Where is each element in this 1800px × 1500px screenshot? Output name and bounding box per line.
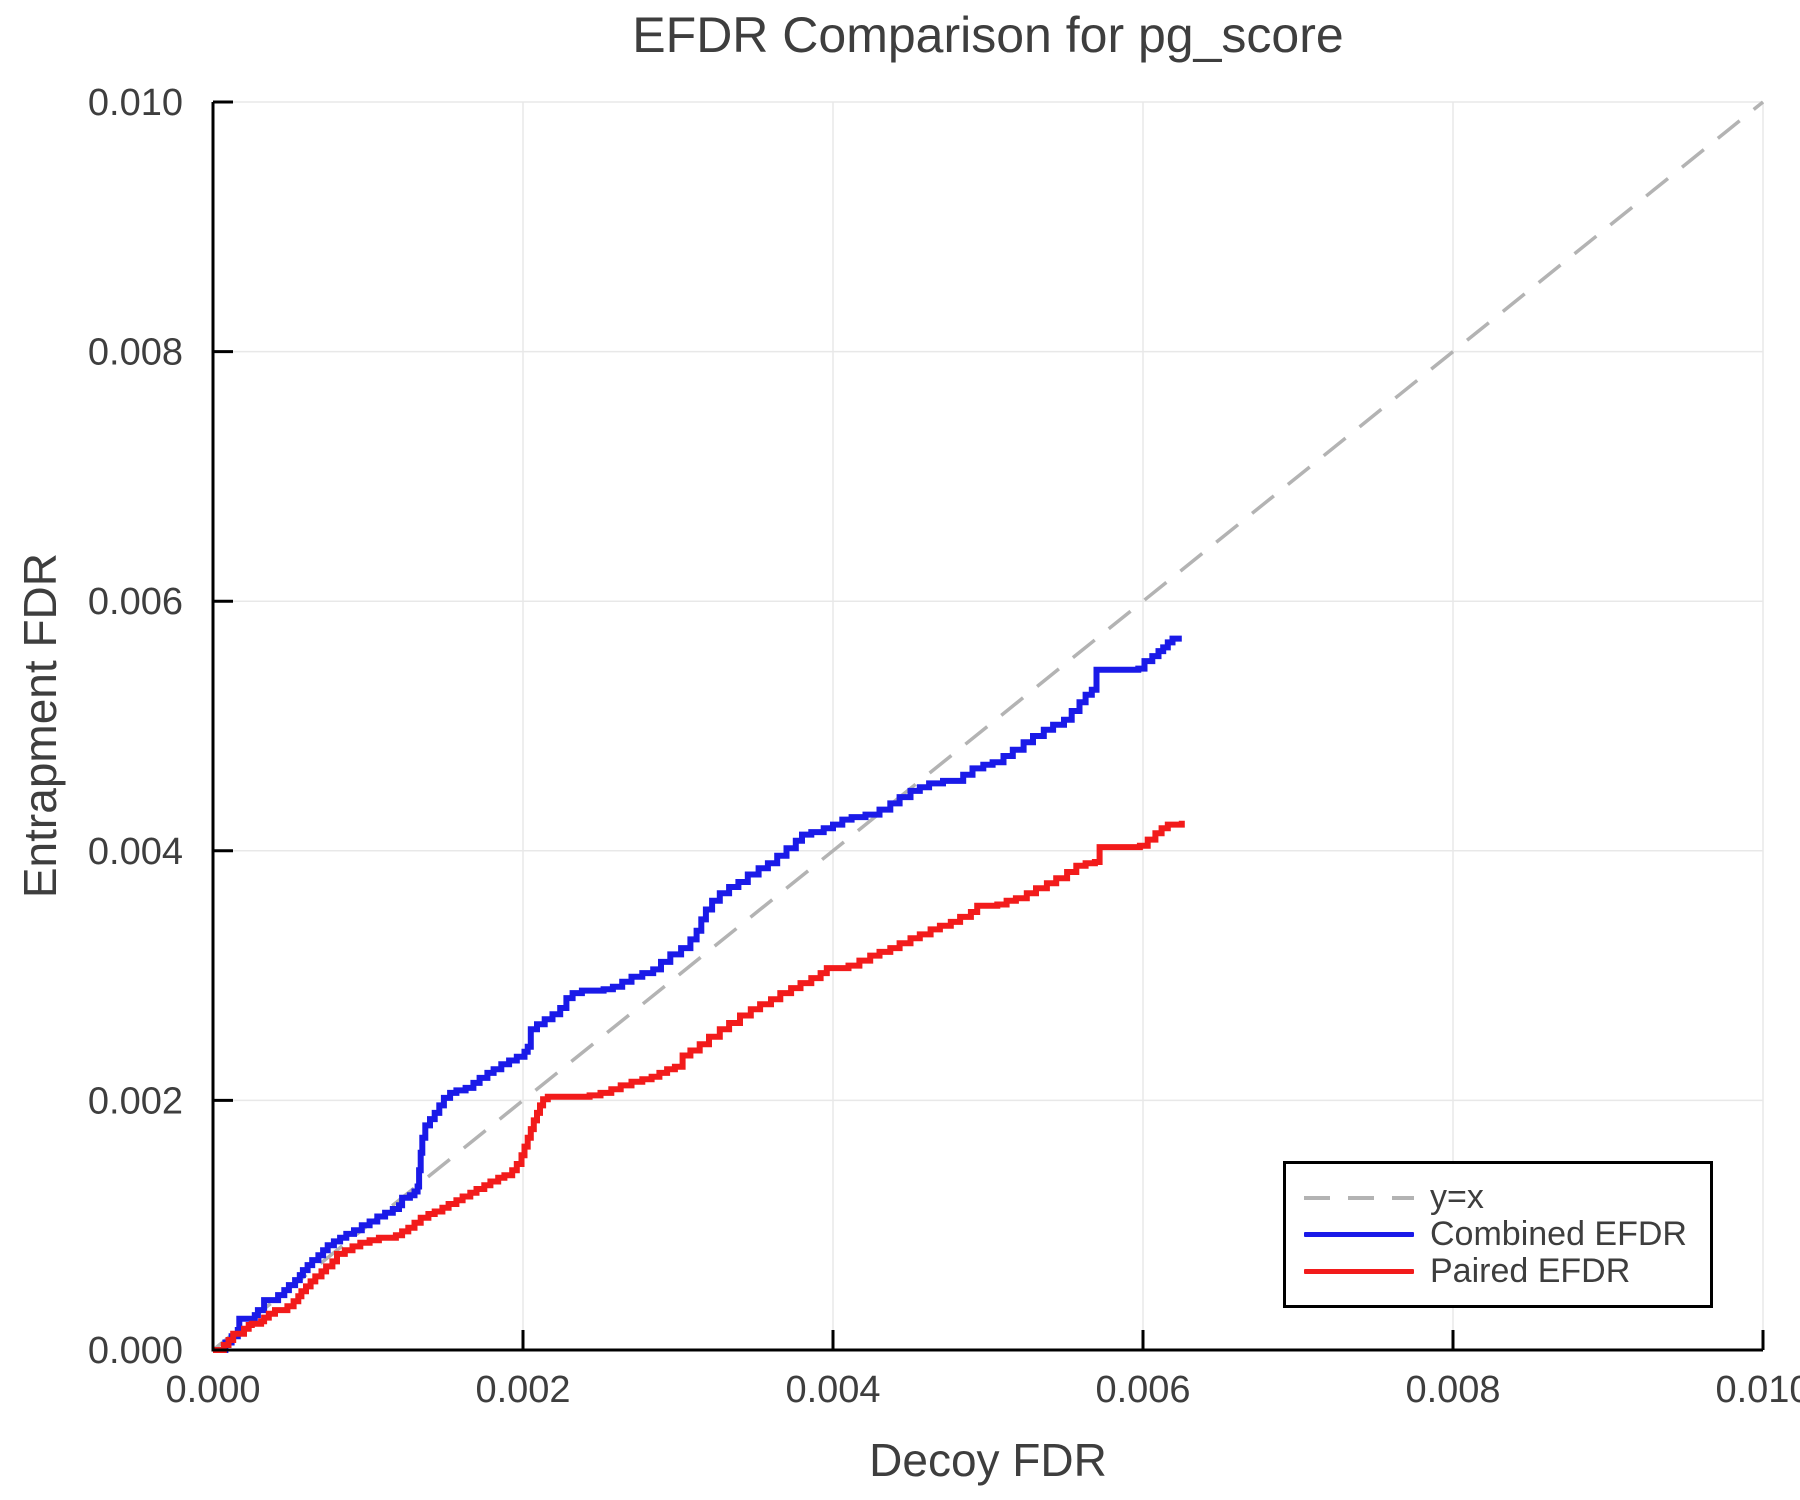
y-tick-label: 0.006 [88, 581, 183, 623]
legend-label-paired: Paired EFDR [1430, 1252, 1631, 1290]
identity-line [211, 100, 1765, 1352]
x-tick-label: 0.010 [1715, 1369, 1800, 1411]
legend-item-paired: Paired EFDR [1304, 1253, 1710, 1290]
paired-line-sample-icon [1304, 1269, 1414, 1274]
x-tick-label: 0.008 [1405, 1369, 1500, 1411]
x-tick-label: 0.002 [475, 1369, 570, 1411]
identity-line-sample-icon [1304, 1195, 1414, 1200]
y-tick-label: 0.010 [88, 82, 183, 124]
legend-label-identity: y=x [1430, 1178, 1484, 1216]
x-axis-label: Decoy FDR [869, 1434, 1107, 1486]
legend-label-combined: Combined EFDR [1430, 1215, 1687, 1253]
chart-title: EFDR Comparison for pg_score [632, 7, 1344, 63]
y-tick-label: 0.008 [88, 332, 183, 374]
x-tick-label: 0.004 [785, 1369, 880, 1411]
legend-item-combined: Combined EFDR [1304, 1216, 1710, 1253]
x-tick-label: 0.000 [165, 1369, 260, 1411]
combined-efdr-line [213, 635, 1182, 1353]
x-tick-label: 0.006 [1095, 1369, 1190, 1411]
legend-item-identity: y=x [1304, 1179, 1710, 1216]
y-tick-label: 0.004 [88, 831, 183, 873]
y-tick-label: 0.000 [88, 1330, 183, 1372]
legend: y=x Combined EFDR Paired EFDR [1283, 1161, 1713, 1308]
y-tick-label: 0.002 [88, 1080, 183, 1122]
paired-efdr-line [213, 820, 1185, 1353]
combined-line-sample-icon [1304, 1232, 1414, 1237]
